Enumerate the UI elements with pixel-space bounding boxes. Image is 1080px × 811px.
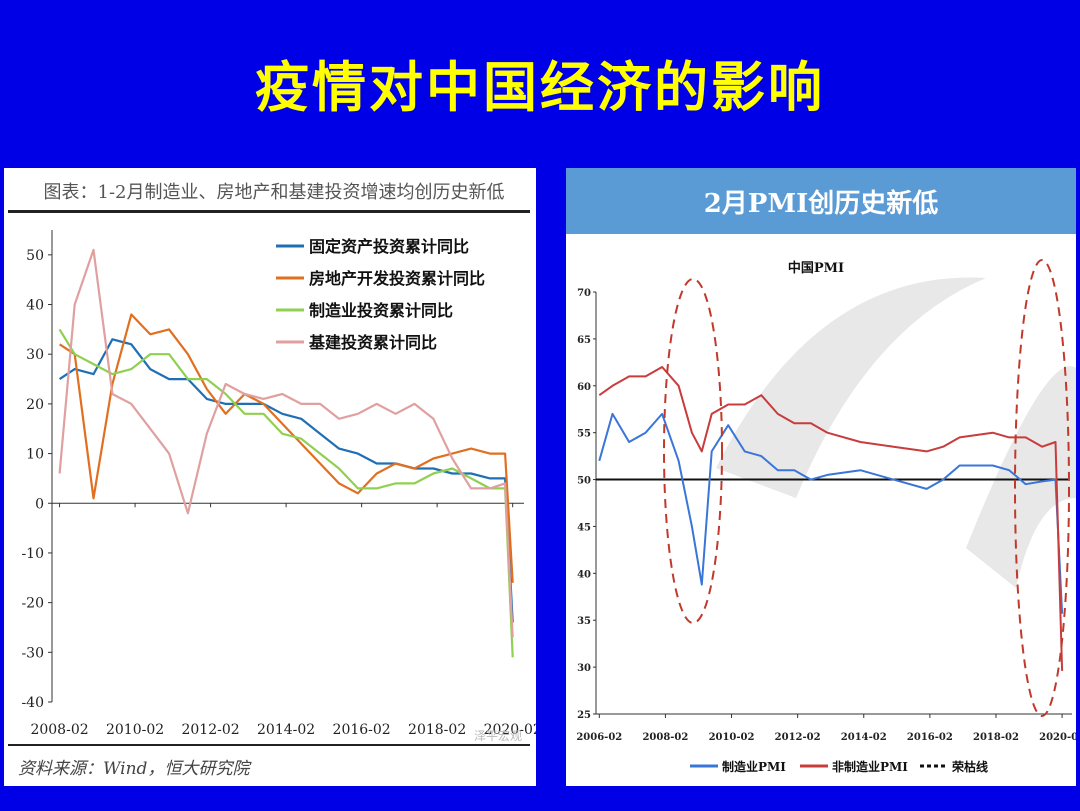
x-tick-label: 2018-02	[408, 722, 466, 738]
series-line-1	[58, 338, 514, 623]
legend-label: 制造业投资累计同比	[309, 301, 453, 320]
y-tick-label: 35	[577, 616, 591, 627]
x-tick-label: 2016-02	[907, 732, 953, 743]
y-tick-label: 0	[35, 496, 44, 512]
legend-label: 荣枯线	[951, 759, 988, 774]
x-tick-label: 2012-02	[181, 722, 239, 738]
x-tick-label: 2008-02	[30, 722, 88, 738]
x-tick-label: 2012-02	[775, 732, 821, 743]
y-tick-label: -30	[21, 645, 44, 661]
right-chart-panel: 2月PMI创历史新低 中国PMI 70 65 60 55 50 45 40 35 30 25 200…	[566, 168, 1080, 786]
x-tick-label: 2016-02	[333, 722, 391, 738]
source-rule	[8, 744, 530, 746]
x-tick-label: 2020-02	[1039, 732, 1076, 743]
y-tick-label: -40	[21, 695, 44, 711]
x-tick-label: 2020-02	[484, 722, 536, 738]
y-tick-label: 65	[577, 335, 591, 346]
highlight-circle-2009	[663, 278, 723, 624]
legend-label: 房地产开发投资累计同比	[309, 269, 485, 288]
series-line-4	[58, 248, 514, 638]
legend-label: 非制造业PMI	[832, 759, 908, 774]
background-swoosh	[716, 277, 986, 498]
source-note: 资料来源：Wind，恒大研究院	[18, 759, 252, 779]
y-tick-label: 45	[577, 522, 591, 533]
series-line-2	[58, 313, 514, 583]
y-tick-label: 70	[577, 288, 591, 299]
legend-label: 制造业PMI	[722, 759, 786, 774]
y-tick-label: 30	[577, 663, 591, 674]
caption-rule	[8, 210, 530, 213]
legend-label: 固定资产投资累计同比	[309, 237, 469, 256]
y-tick-label: 30	[26, 347, 44, 363]
y-tick-label: -20	[21, 596, 44, 612]
left-chart-panel: 图表：1-2月制造业、房地产和基建投资增速均创历史新低 50 40 30 20 10 0 -…	[4, 168, 542, 786]
x-tick-label: 2010-02	[106, 722, 164, 738]
pmi-chart: 2月PMI创历史新低 中国PMI 70 65 60 55 50 45 40 35 30 25 200…	[566, 168, 1080, 774]
slide-title: 疫情对中国经济的影响	[255, 56, 825, 119]
pmi-chart-title: 中国PMI	[788, 260, 844, 276]
y-tick-label: 50	[577, 476, 591, 487]
y-tick-label: 55	[577, 429, 591, 440]
y-tick-label: 40	[577, 569, 591, 580]
y-tick-label: -10	[21, 546, 44, 562]
x-tick-label: 2014-02	[257, 722, 315, 738]
series-line-2	[598, 366, 1064, 671]
highlight-circle-2020	[1014, 259, 1070, 717]
chart-caption: 图表：1-2月制造业、房地产和基建投资增速均创历史新低	[44, 182, 505, 203]
y-tick-label: 25	[577, 710, 591, 721]
y-tick-label: 60	[577, 382, 591, 393]
investment-chart: 图表：1-2月制造业、房地产和基建投资增速均创历史新低 50 40 30 20 10 0 -…	[8, 182, 542, 779]
series-line-1	[598, 412, 1064, 614]
x-tick-label: 2010-02	[709, 732, 755, 743]
header-band	[566, 168, 1076, 234]
x-tick-label: 2008-02	[642, 732, 688, 743]
x-tick-label: 2018-02	[973, 732, 1019, 743]
series-line-3	[58, 328, 514, 658]
chart-header: 2月PMI创历史新低	[704, 188, 939, 219]
legend-label: 基建投资累计同比	[308, 333, 437, 352]
y-tick-label: 10	[26, 447, 44, 463]
y-tick-label: 40	[26, 298, 44, 314]
y-tick-label: 50	[26, 248, 44, 264]
background-swoosh-2	[966, 366, 1076, 588]
x-tick-label: 2006-02	[576, 732, 622, 743]
watermark: 泽平宏观	[474, 728, 522, 743]
x-tick-label: 2014-02	[841, 732, 887, 743]
y-tick-label: 20	[26, 397, 44, 413]
